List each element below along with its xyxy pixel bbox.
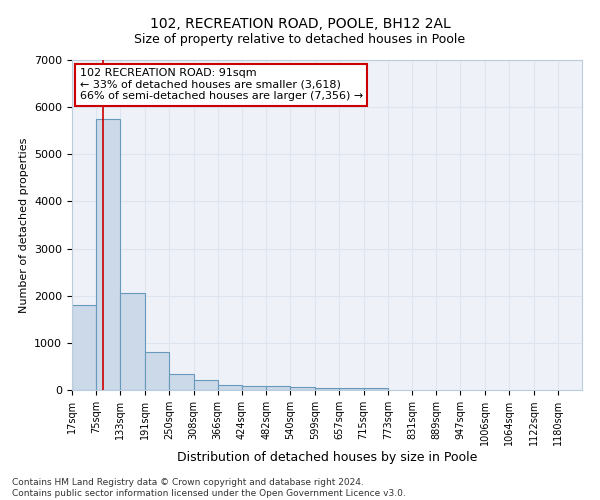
Bar	[266, 386, 290, 390]
Bar	[218, 385, 242, 390]
Text: Contains HM Land Registry data © Crown copyright and database right 2024.
Contai: Contains HM Land Registry data © Crown c…	[12, 478, 406, 498]
Bar	[169, 374, 194, 390]
Bar	[364, 388, 388, 390]
Bar	[121, 293, 145, 390]
Bar	[96, 119, 121, 390]
Bar	[72, 305, 96, 390]
Bar	[194, 380, 218, 390]
Bar	[340, 388, 364, 390]
Text: 102, RECREATION ROAD, POOLE, BH12 2AL: 102, RECREATION ROAD, POOLE, BH12 2AL	[149, 18, 451, 32]
Bar	[290, 388, 314, 390]
X-axis label: Distribution of detached houses by size in Poole: Distribution of detached houses by size …	[177, 451, 477, 464]
Bar	[315, 388, 340, 390]
Y-axis label: Number of detached properties: Number of detached properties	[19, 138, 29, 312]
Text: 102 RECREATION ROAD: 91sqm
← 33% of detached houses are smaller (3,618)
66% of s: 102 RECREATION ROAD: 91sqm ← 33% of deta…	[80, 68, 363, 102]
Bar	[242, 386, 266, 390]
Bar	[145, 352, 169, 390]
Text: Size of property relative to detached houses in Poole: Size of property relative to detached ho…	[134, 32, 466, 46]
